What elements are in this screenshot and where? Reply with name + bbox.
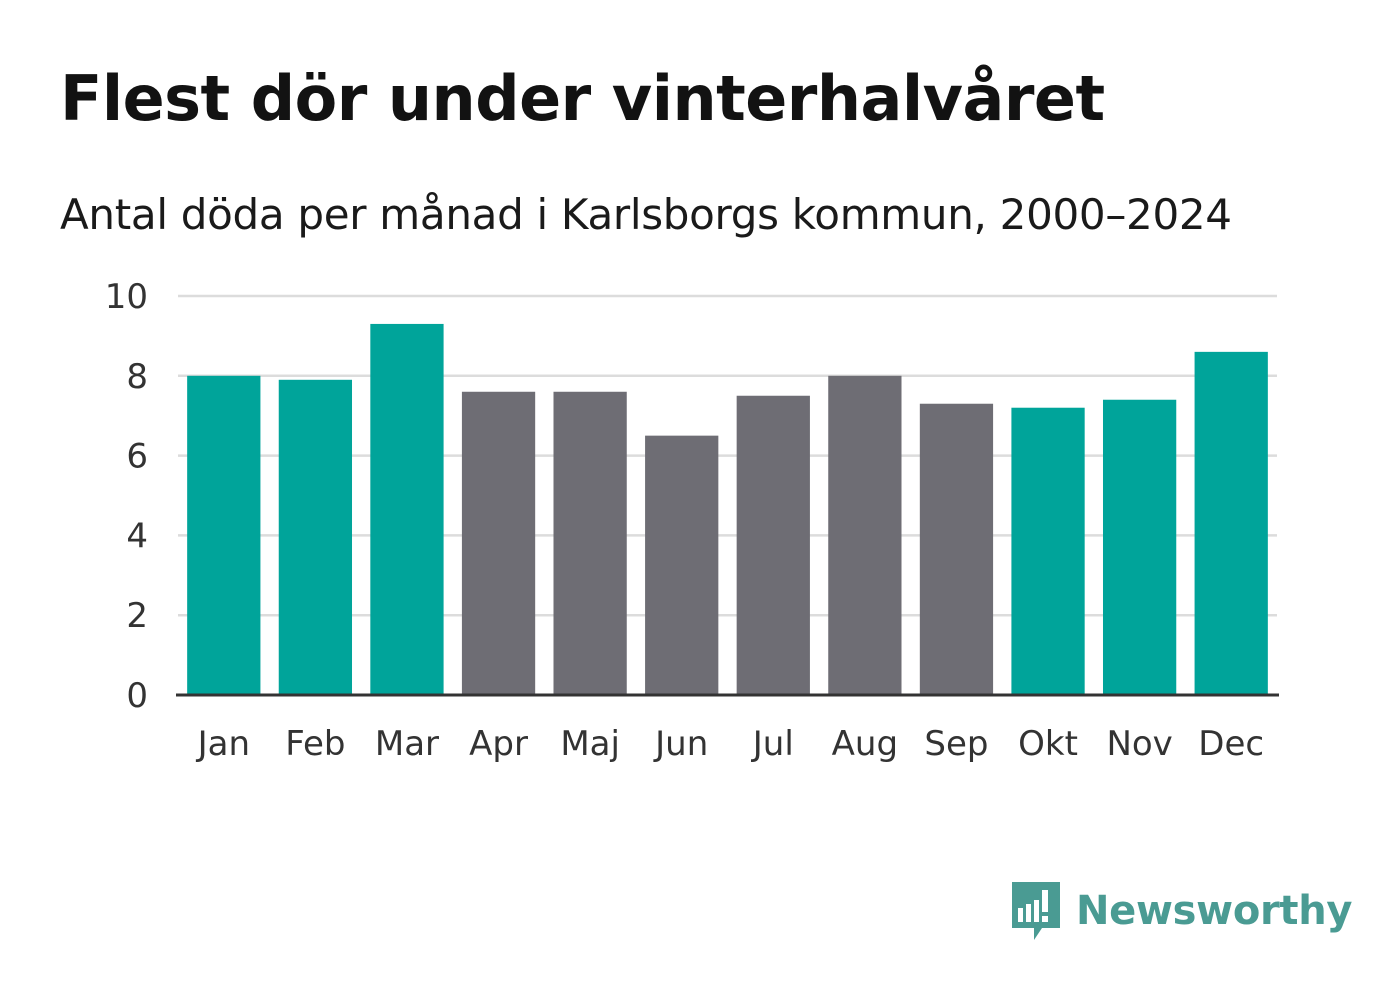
- y-tick-label: 4: [126, 516, 148, 556]
- y-tick-label: 8: [126, 357, 148, 397]
- newsworthy-logo-icon: [1012, 882, 1060, 940]
- x-tick-label: Maj: [560, 724, 620, 764]
- bar-jan: [187, 375, 261, 695]
- bar-okt: [1011, 407, 1085, 695]
- bar-feb: [278, 379, 353, 695]
- gridlines: [178, 294, 1277, 617]
- bar-jun: [645, 435, 719, 695]
- axes: 0 2 4 6 8 10 Jan Feb Mar Apr Maj Jun Jul Aug Sep Okt Nov…: [105, 277, 1279, 764]
- chart-subtitle: Antal döda per månad i Karlsborgs kommun…: [60, 190, 1232, 239]
- x-tick-label: Okt: [1018, 724, 1078, 764]
- bar-maj: [553, 391, 627, 695]
- brand-name: Newsworthy: [1076, 888, 1353, 934]
- x-tick-label: Aug: [832, 724, 898, 764]
- y-tick-label: 2: [126, 596, 148, 636]
- newsworthy-logo: Newsworthy: [1008, 876, 1353, 946]
- y-tick-label: 6: [126, 437, 148, 477]
- x-tick-label: Jul: [751, 724, 794, 764]
- bars: [187, 323, 1268, 695]
- bar-nov: [1102, 399, 1177, 695]
- bar-sep: [919, 403, 994, 695]
- bar-aug: [828, 375, 902, 695]
- x-tick-label: Feb: [285, 724, 345, 764]
- y-tick-label: 10: [105, 277, 148, 317]
- y-tick-label: 0: [126, 676, 148, 716]
- x-tick-label: Mar: [375, 724, 439, 764]
- x-tick-label: Jan: [196, 724, 250, 764]
- page-title: Flest dör under vinterhalvåret: [60, 62, 1105, 135]
- bar-dec: [1194, 351, 1268, 695]
- bar-apr: [461, 391, 536, 695]
- bar-mar: [370, 323, 444, 695]
- x-tick-label: Nov: [1106, 724, 1172, 764]
- x-tick-label: Jun: [653, 724, 708, 764]
- x-tick-label: Sep: [924, 724, 988, 764]
- x-tick-label: Dec: [1198, 724, 1264, 764]
- bar-jul: [736, 395, 810, 695]
- x-tick-label: Apr: [469, 724, 528, 764]
